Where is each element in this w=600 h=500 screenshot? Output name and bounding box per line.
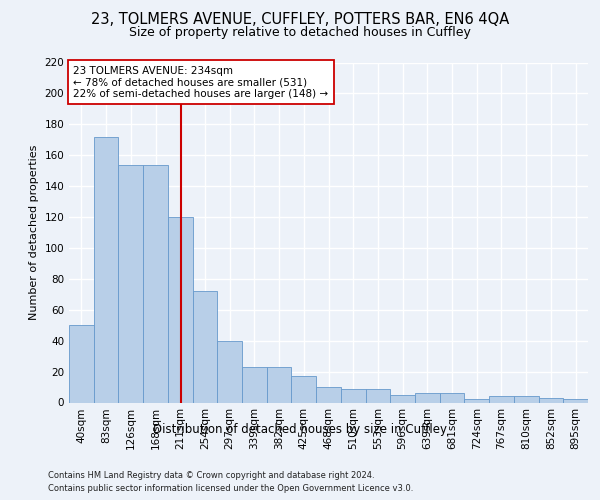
- Bar: [267, 367, 292, 402]
- Text: 23 TOLMERS AVENUE: 234sqm
← 78% of detached houses are smaller (531)
22% of semi: 23 TOLMERS AVENUE: 234sqm ← 78% of detac…: [73, 66, 329, 99]
- Bar: [94, 136, 118, 402]
- Bar: [464, 400, 489, 402]
- Bar: [539, 398, 563, 402]
- Bar: [143, 164, 168, 402]
- Bar: [193, 291, 217, 403]
- Bar: [168, 217, 193, 402]
- Bar: [489, 396, 514, 402]
- Text: Distribution of detached houses by size in Cuffley: Distribution of detached houses by size …: [153, 422, 447, 436]
- Bar: [69, 325, 94, 402]
- Bar: [390, 395, 415, 402]
- Text: Size of property relative to detached houses in Cuffley: Size of property relative to detached ho…: [129, 26, 471, 39]
- Text: Contains HM Land Registry data © Crown copyright and database right 2024.: Contains HM Land Registry data © Crown c…: [48, 471, 374, 480]
- Text: Contains public sector information licensed under the Open Government Licence v3: Contains public sector information licen…: [48, 484, 413, 493]
- Bar: [341, 388, 365, 402]
- Bar: [365, 388, 390, 402]
- Bar: [415, 393, 440, 402]
- Bar: [563, 400, 588, 402]
- Bar: [440, 393, 464, 402]
- Bar: [217, 340, 242, 402]
- Y-axis label: Number of detached properties: Number of detached properties: [29, 145, 39, 320]
- Bar: [514, 396, 539, 402]
- Bar: [292, 376, 316, 402]
- Bar: [242, 367, 267, 402]
- Bar: [118, 164, 143, 402]
- Bar: [316, 387, 341, 402]
- Text: 23, TOLMERS AVENUE, CUFFLEY, POTTERS BAR, EN6 4QA: 23, TOLMERS AVENUE, CUFFLEY, POTTERS BAR…: [91, 12, 509, 28]
